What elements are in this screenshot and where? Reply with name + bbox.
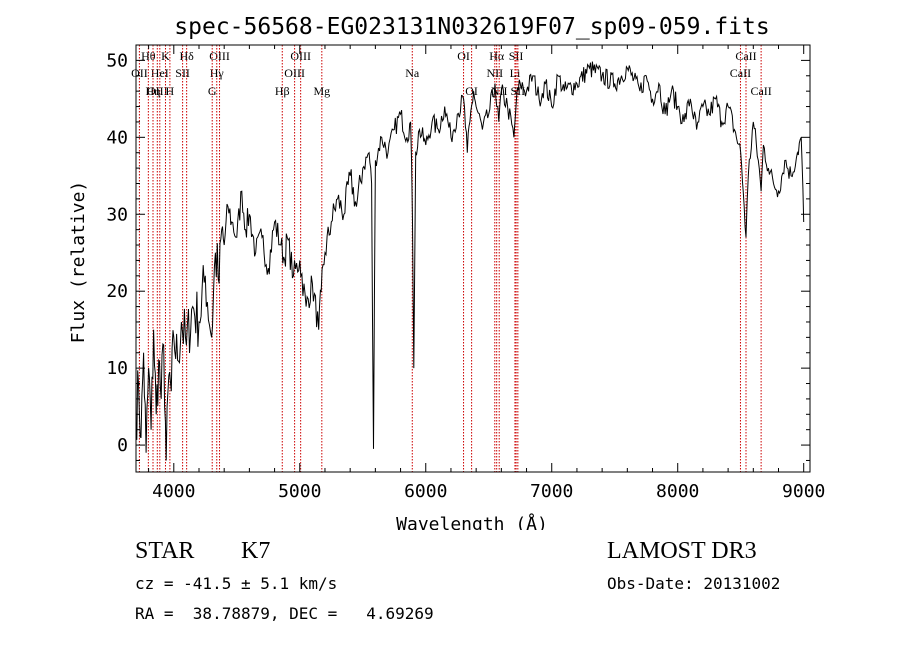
chart-title: spec-56568-EG023131N032619F07_sp09-059.f… [174,14,769,40]
line-marker-label: Li [510,66,521,80]
coordinates: RA = 38.78879, DEC = 4.69269 [135,604,434,623]
x-axis-label: Wavelength (Å) [396,513,548,530]
line-marker-label: NII [486,66,503,80]
x-tick-label: 4000 [152,481,195,502]
redshift-velocity: cz = -41.5 ± 5.1 km/s [135,574,338,593]
line-marker-label: Hβ [275,84,290,98]
observation-date: Obs-Date: 20131002 [607,574,781,593]
y-tick-label: 0 [117,435,128,456]
line-marker-label: CaII [750,84,771,98]
spectrum-chart: spec-56568-EG023131N032619F07_sp09-059.f… [68,14,825,530]
line-marker-label: Hθ [141,49,156,63]
line-marker-label: Na [405,66,420,80]
line-marker-label: K [161,49,170,63]
line-marker-label: OI [465,84,478,98]
spectrum-series [135,61,805,461]
line-marker-label: G [208,84,217,98]
x-tick-label: 6000 [404,481,447,502]
line-marker-label: H [166,84,175,98]
y-tick-label: 10 [106,358,128,379]
line-marker-label: CaII [730,66,751,80]
y-tick-label: 40 [106,127,128,148]
line-marker-label: OII [131,66,148,80]
line-marker-label: Hη [146,84,161,98]
x-tick-label: 7000 [530,481,573,502]
y-tick-label: 30 [106,204,128,225]
line-marker-label: OIII [290,49,311,63]
line-marker-label: Hδ [179,49,194,63]
line-marker-label: HeI [151,66,169,80]
line-marker-label: NII [491,84,508,98]
axes: 4000 5000 6000 7000 8000 9000 0 10 20 30 40 50 [106,44,825,502]
line-marker-label: CaII [735,49,756,63]
subclass: K7 [241,538,271,564]
line-marker-label: OIII [147,84,168,98]
line-marker-label: Mg [313,84,330,98]
y-axis-label: Flux (relative) [68,181,89,344]
spectrum-line [135,61,805,461]
line-marker-label: Hα [489,49,505,63]
line-marker-label: SII [175,66,190,80]
plot-frame [135,44,811,473]
survey-name: LAMOST DR3 [607,538,757,564]
y-tick-label: 50 [106,50,128,71]
x-tick-label: 8000 [656,481,699,502]
line-marker-label: OIII [209,49,230,63]
object-class: STAR [135,538,195,564]
x-tick-label: 9000 [782,481,825,502]
line-marker-label: OIII [284,66,305,80]
y-tick-label: 20 [106,281,128,302]
x-tick-label: 5000 [278,481,321,502]
line-marker-label: OI [457,49,470,63]
line-marker-label: SII [509,49,524,63]
line-marker-label: Hγ [210,66,225,80]
